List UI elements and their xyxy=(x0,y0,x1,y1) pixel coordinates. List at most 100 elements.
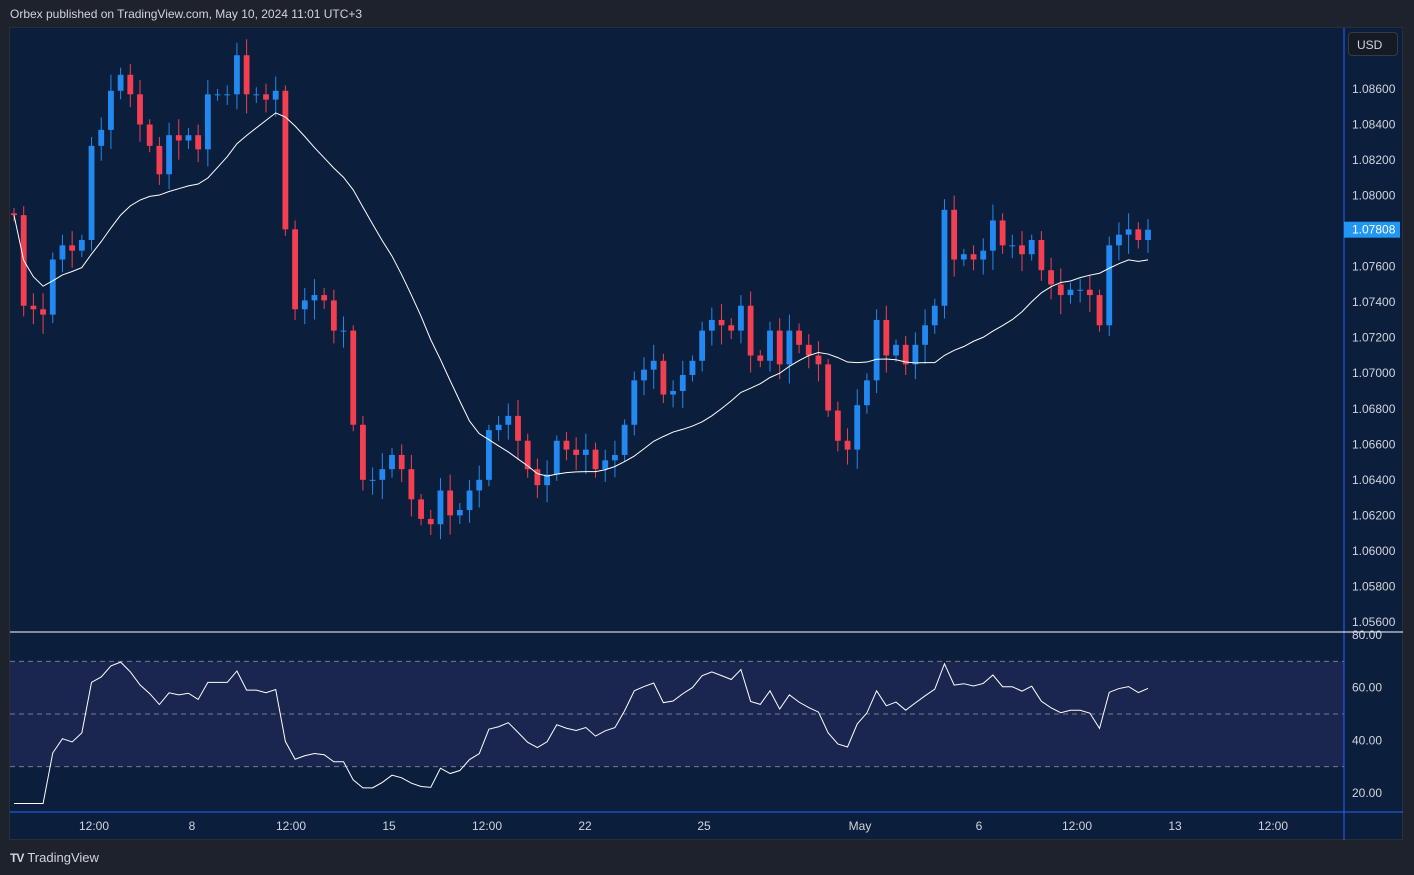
rsi-tick-label: 20.00 xyxy=(1352,786,1382,800)
time-tick-label: 13 xyxy=(1168,819,1182,833)
time-tick-label: May xyxy=(849,819,872,833)
candle-up xyxy=(340,330,347,332)
time-tick-label: 22 xyxy=(578,819,592,833)
candle-down xyxy=(69,245,76,251)
candle-up xyxy=(621,424,628,455)
candle-down xyxy=(1019,245,1025,255)
candle-up xyxy=(893,344,899,356)
candle-down xyxy=(805,344,812,356)
candle-up xyxy=(679,375,686,392)
price-tick-label: 1.06600 xyxy=(1352,437,1396,451)
time-tick-label: 12:00 xyxy=(472,819,502,833)
candle-up xyxy=(612,454,618,461)
time-tick-label: 6 xyxy=(976,819,983,833)
candle-up xyxy=(214,94,221,96)
price-tick-label: 1.06000 xyxy=(1352,544,1396,558)
candle-up xyxy=(931,305,938,326)
candle-up xyxy=(582,449,589,455)
rsi-tick-label: 60.00 xyxy=(1352,681,1382,695)
candle-up xyxy=(495,424,502,431)
price-tick-label: 1.06200 xyxy=(1352,508,1396,522)
candle-up xyxy=(204,94,211,150)
candle-up xyxy=(553,440,560,475)
candle-up xyxy=(476,479,483,491)
candle-up xyxy=(234,55,240,95)
moving-average-line xyxy=(13,112,1149,477)
price-tick-label: 1.05800 xyxy=(1352,579,1396,593)
candle-up xyxy=(1009,245,1016,247)
price-tick-label: 1.08000 xyxy=(1352,189,1396,203)
candle-down xyxy=(408,469,415,500)
currency-button[interactable]: USD xyxy=(1348,32,1398,56)
candle-up xyxy=(224,94,231,96)
candle-down xyxy=(360,424,366,480)
candle-down xyxy=(834,410,841,441)
candle-up xyxy=(166,135,172,175)
candle-down xyxy=(776,330,783,365)
price-tick-label: 1.08600 xyxy=(1352,82,1396,96)
candle-up xyxy=(108,90,114,130)
candle-down xyxy=(127,74,134,95)
candle-up xyxy=(1028,240,1035,255)
candle-down xyxy=(427,518,434,525)
candle-down xyxy=(573,449,580,455)
candle-down xyxy=(902,344,909,365)
candle-up xyxy=(437,490,444,525)
candle-up xyxy=(699,330,706,361)
candle-down xyxy=(243,55,250,95)
candle-down xyxy=(728,325,735,331)
candle-up xyxy=(689,360,696,376)
candle-down xyxy=(524,440,531,470)
candle-up xyxy=(767,330,773,361)
time-tick-label: 12:00 xyxy=(1258,819,1288,833)
candle-down xyxy=(844,440,851,450)
rsi-line xyxy=(14,661,1149,805)
candle-up xyxy=(641,369,647,381)
publish-header: Orbex published on TradingView.com, May … xyxy=(10,7,363,21)
rsi-tick-label: 40.00 xyxy=(1352,733,1382,747)
candle-up xyxy=(631,380,638,425)
candle-up xyxy=(1067,289,1074,296)
candle-down xyxy=(40,309,46,315)
candle-up xyxy=(505,415,512,425)
price-tick-label: 1.07400 xyxy=(1352,295,1396,309)
candle-down xyxy=(282,90,289,230)
time-tick-label: 12:00 xyxy=(79,819,109,833)
candle-up xyxy=(1125,229,1132,235)
candle-down xyxy=(398,454,405,470)
tradingview-logo[interactable]: TV TradingView xyxy=(10,850,99,865)
candle-down xyxy=(534,469,541,486)
price-tick-label: 1.06800 xyxy=(1352,402,1396,416)
candle-down xyxy=(11,213,17,216)
candle-down xyxy=(951,209,958,260)
candle-down xyxy=(796,330,802,345)
candle-down xyxy=(350,330,357,425)
candle-down xyxy=(660,360,667,395)
candles xyxy=(11,39,1151,540)
last-price-label: 1.07808 xyxy=(1352,223,1396,237)
candle-down xyxy=(825,364,832,411)
candle-down xyxy=(418,499,424,519)
candle-up xyxy=(379,469,386,480)
candle-down xyxy=(447,490,454,516)
candle-up xyxy=(1077,289,1084,291)
price-tick-label: 1.08200 xyxy=(1352,153,1396,167)
candle-up xyxy=(1106,245,1113,326)
candle-up xyxy=(980,250,987,260)
candle-up xyxy=(544,474,550,486)
price-tick-label: 1.05600 xyxy=(1352,615,1396,629)
candle-down xyxy=(1096,295,1103,326)
candle-up xyxy=(990,220,996,251)
candle-up xyxy=(117,74,124,91)
candle-up xyxy=(670,391,676,395)
candle-down xyxy=(970,254,977,260)
candle-down xyxy=(515,415,521,441)
candle-up xyxy=(78,240,85,251)
candle-down xyxy=(30,305,37,310)
price-tick-label: 1.07600 xyxy=(1352,260,1396,274)
price-tick-label: 1.06400 xyxy=(1352,473,1396,487)
candle-down xyxy=(883,319,890,356)
candle-up xyxy=(912,344,919,365)
time-tick-label: 8 xyxy=(189,819,196,833)
